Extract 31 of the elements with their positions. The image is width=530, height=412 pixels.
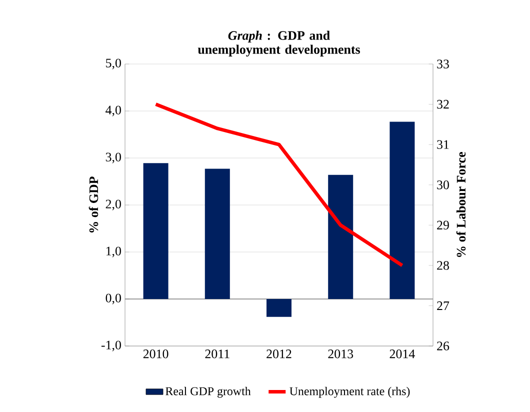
- y2-tick-label: 32: [437, 100, 449, 109]
- bar: [143, 163, 168, 299]
- y-tick-label: 2,0: [106, 200, 121, 210]
- y2-tick-label: 28: [437, 261, 449, 270]
- chart-title: Graph : GDP and unemployment developments: [198, 30, 360, 57]
- y-axis-title: % of GDP: [88, 176, 98, 232]
- x-tick-label: 2012: [266, 350, 292, 358]
- y2-tick-label: 31: [437, 140, 449, 149]
- x-tick-label: 2010: [143, 350, 168, 358]
- x-tick-label: 2014: [390, 350, 415, 358]
- y-tick-label: 0,0: [106, 294, 121, 304]
- y2-tick-label: 33: [437, 60, 449, 68]
- bar: [390, 122, 415, 299]
- y-tick-label: 3,0: [106, 152, 121, 164]
- y-tick-label: 5,0: [106, 58, 121, 70]
- bar: [266, 299, 292, 317]
- x-tick-label: 2013: [328, 350, 354, 358]
- y2-tick-label: 27: [437, 301, 450, 310]
- bar: [328, 174, 354, 299]
- y2-axis-title: % of Labour Force: [456, 152, 466, 257]
- y-tick-label: 1,0: [106, 246, 121, 258]
- line-series: [154, 102, 404, 268]
- x-tick-label: 2011: [205, 350, 230, 358]
- y2-tick-label: 26: [437, 342, 450, 350]
- y2-tick-label: 29: [437, 220, 449, 230]
- y2-tick-label: 30: [437, 180, 449, 190]
- y-tick-label: -1,0: [101, 340, 121, 352]
- y-tick-label: 4,0: [106, 106, 121, 116]
- bar: [204, 168, 230, 299]
- legend-label: Unemployment rate (rhs): [290, 386, 410, 398]
- legend-label: Real GDP growth: [166, 386, 251, 398]
